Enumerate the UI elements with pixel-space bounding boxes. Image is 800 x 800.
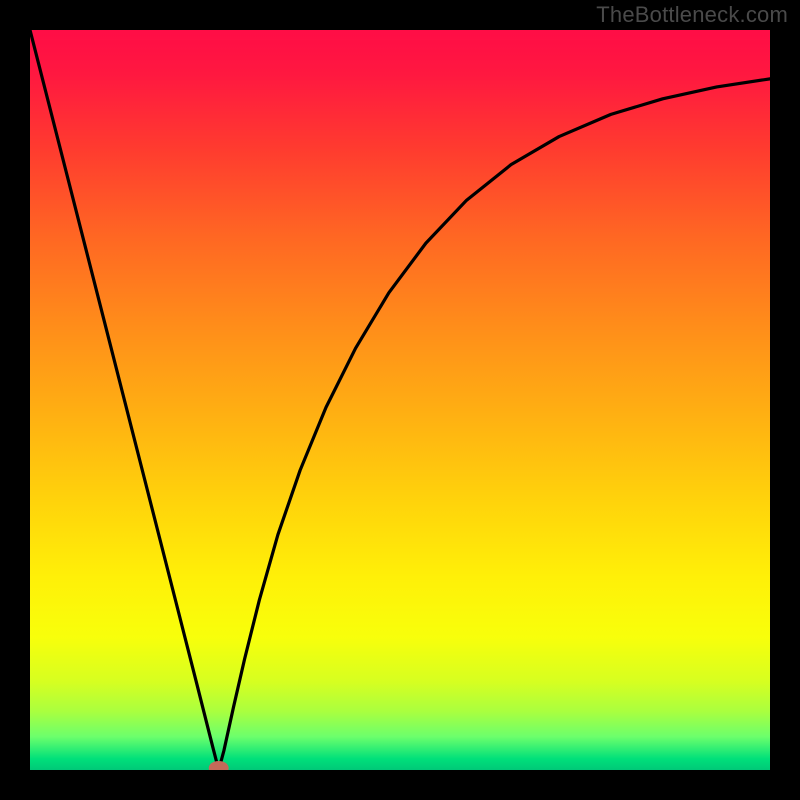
- gradient-background: [30, 30, 770, 770]
- watermark-text: TheBottleneck.com: [596, 2, 788, 28]
- chart-container: TheBottleneck.com: [0, 0, 800, 800]
- bottleneck-chart: [0, 0, 800, 800]
- vertex-marker: [209, 761, 229, 775]
